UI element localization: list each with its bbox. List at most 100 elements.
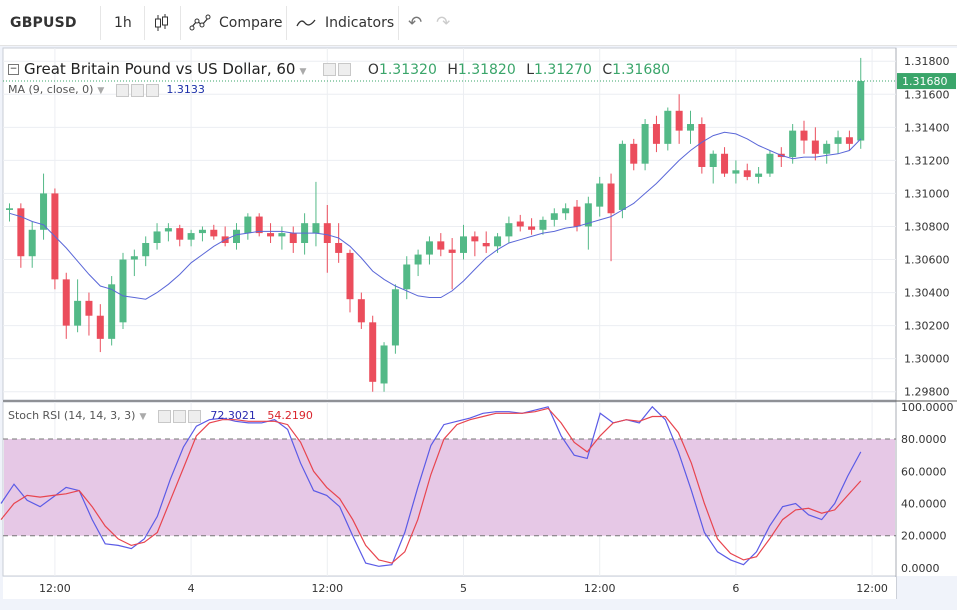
time-tick-label: 12:00 bbox=[584, 582, 616, 595]
price-tick-label: 1.29800 bbox=[904, 386, 950, 399]
candle-body bbox=[40, 193, 48, 230]
candle-body bbox=[198, 229, 206, 234]
rsi-tick-label: 80.0000 bbox=[901, 433, 947, 446]
candle-body bbox=[687, 124, 694, 131]
candle-body bbox=[380, 345, 388, 384]
chart-area[interactable]: 12:00 4 12:00 5 12:00 6 12:00 1.29800 1.30000 1.3… bbox=[0, 46, 957, 610]
candle-body bbox=[709, 153, 717, 167]
candle-body bbox=[255, 216, 263, 234]
rsi-tick-label: 0.0000 bbox=[901, 562, 940, 575]
candle-body bbox=[233, 229, 240, 244]
rsi-d-value: 54.2190 bbox=[267, 409, 313, 422]
candle-body bbox=[550, 213, 558, 220]
indicators-button[interactable]: Indicators bbox=[296, 0, 394, 46]
time-axis bbox=[3, 577, 896, 599]
candle-body bbox=[528, 226, 536, 230]
candle-body bbox=[425, 241, 433, 255]
candle-body bbox=[641, 124, 649, 164]
undo-icon: ↶ bbox=[408, 13, 423, 33]
candle-body bbox=[789, 130, 797, 158]
time-tick-label: 5 bbox=[460, 582, 467, 595]
candle-body bbox=[278, 233, 286, 237]
toolbar-divider bbox=[180, 6, 181, 40]
time-tick-label: 4 bbox=[188, 582, 195, 595]
hide-icon[interactable] bbox=[338, 63, 352, 76]
compare-button[interactable]: Compare bbox=[189, 0, 283, 46]
candle-body bbox=[28, 229, 36, 257]
price-tick-label: 1.30400 bbox=[904, 287, 950, 300]
candle-body bbox=[369, 322, 377, 382]
candle-body bbox=[62, 279, 70, 326]
candle-body bbox=[732, 170, 740, 174]
candle-body bbox=[766, 153, 774, 174]
candle-body bbox=[664, 110, 672, 144]
time-tick-label: 12:00 bbox=[311, 582, 343, 595]
candle-body bbox=[335, 243, 343, 253]
hide-icon[interactable] bbox=[130, 83, 144, 97]
redo-icon: ↷ bbox=[436, 13, 451, 33]
price-tick-label: 1.31400 bbox=[904, 121, 950, 134]
candle-body bbox=[6, 208, 13, 210]
bottom-strip bbox=[0, 600, 957, 610]
symbol-label: GBPUSD bbox=[10, 15, 77, 31]
candle-body bbox=[471, 236, 479, 242]
candle-body bbox=[675, 110, 683, 131]
settings-icon[interactable] bbox=[157, 409, 171, 423]
toolbar: GBPUSD 1h Compare Indicators ↶ ↷ bbox=[0, 0, 957, 46]
settings-icon[interactable] bbox=[323, 63, 337, 76]
candle-body bbox=[448, 249, 456, 253]
rsi-tick-label: 60.0000 bbox=[901, 465, 947, 478]
price-tick-label: 1.30000 bbox=[904, 353, 950, 366]
time-tick-label: 12:00 bbox=[856, 582, 888, 595]
ma-label: MA (9, close, 0) bbox=[8, 83, 94, 96]
indicators-label: Indicators bbox=[325, 15, 395, 31]
candle-body bbox=[834, 137, 842, 144]
toolbar-divider bbox=[286, 6, 287, 40]
candle-body bbox=[289, 233, 297, 244]
price-tick-label: 1.30800 bbox=[904, 220, 950, 233]
candle-body bbox=[607, 183, 615, 214]
candle-body bbox=[562, 208, 570, 214]
chevron-down-icon[interactable]: ▼ bbox=[139, 412, 147, 422]
candle-body bbox=[187, 233, 195, 240]
candle-body bbox=[437, 241, 445, 250]
candle-body bbox=[85, 300, 93, 316]
main-legend: − Great Britain Pound vs US Dollar, 60 ▼ O… bbox=[8, 60, 670, 78]
candle-body bbox=[403, 264, 411, 290]
toolbar-divider bbox=[144, 6, 145, 40]
candle-body bbox=[721, 153, 729, 174]
candle-body bbox=[596, 183, 604, 207]
candle-body bbox=[482, 243, 490, 247]
rsi-band bbox=[4, 439, 895, 536]
candle-body bbox=[845, 137, 853, 144]
price-tick-label: 1.31600 bbox=[904, 88, 950, 101]
chevron-down-icon[interactable]: ▼ bbox=[299, 67, 307, 77]
undo-button[interactable]: ↶ bbox=[408, 0, 422, 46]
price-tick-label: 1.30200 bbox=[904, 320, 950, 333]
candle-body bbox=[618, 143, 626, 210]
open-value: 1.31320 bbox=[378, 62, 437, 78]
redo-button[interactable]: ↷ bbox=[436, 0, 450, 46]
chevron-down-icon[interactable]: ▼ bbox=[97, 86, 105, 96]
candle-body bbox=[312, 223, 320, 234]
collapse-icon[interactable]: − bbox=[8, 64, 19, 75]
candle-body bbox=[494, 236, 502, 247]
close-value: 1.31680 bbox=[612, 62, 671, 78]
candle-body bbox=[414, 254, 422, 265]
chart-type-button[interactable] bbox=[154, 0, 168, 46]
close-icon[interactable] bbox=[145, 83, 159, 97]
interval-button[interactable]: 1h bbox=[114, 0, 132, 46]
hide-icon[interactable] bbox=[172, 409, 186, 423]
rsi-d-line bbox=[0, 407, 862, 564]
time-tick-label: 12:00 bbox=[39, 582, 71, 595]
rsi-legend: Stoch RSI (14, 14, 3, 3) ▼ 72.3021 54.219… bbox=[8, 409, 313, 423]
settings-icon[interactable] bbox=[115, 83, 129, 97]
close-icon[interactable] bbox=[187, 409, 201, 423]
candle-body bbox=[857, 81, 865, 141]
candle-body bbox=[516, 221, 524, 227]
symbol-search-button[interactable]: GBPUSD bbox=[10, 0, 77, 46]
rsi-label: Stoch RSI (14, 14, 3, 3) bbox=[8, 409, 136, 422]
price-pane bbox=[2, 47, 897, 401]
candle-body bbox=[267, 233, 275, 237]
low-value: 1.31270 bbox=[534, 62, 592, 78]
